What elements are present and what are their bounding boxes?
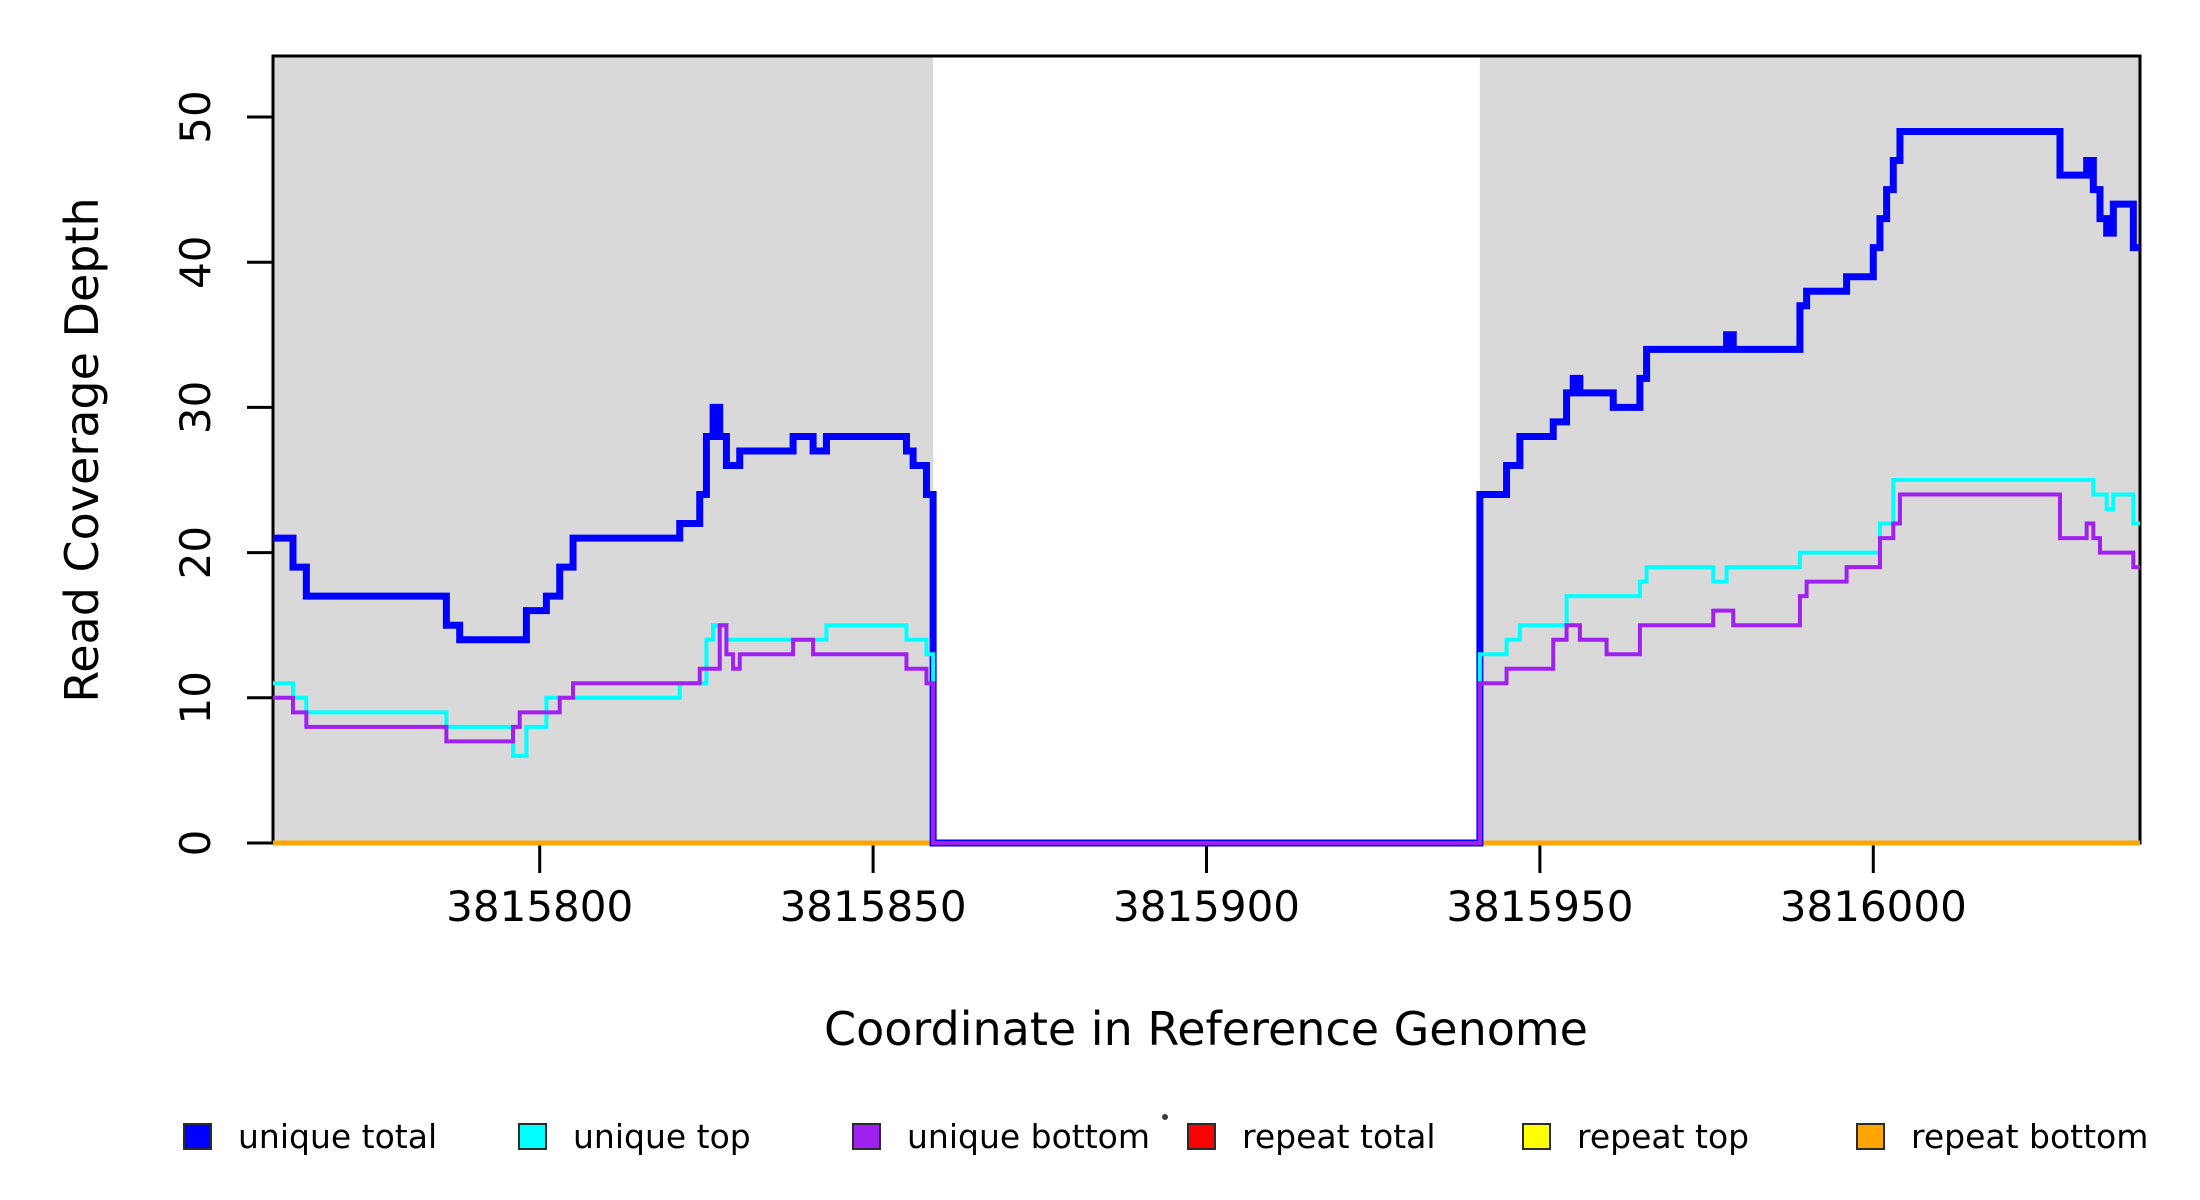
legend-item-unique-total: unique total bbox=[183, 1114, 437, 1158]
x-tick-label: 3815950 bbox=[1446, 882, 1633, 931]
legend-swatch-repeat-bottom bbox=[1856, 1122, 1885, 1150]
series-unique-bottom bbox=[273, 492, 2140, 845]
legend-swatch-unique-total bbox=[183, 1122, 212, 1150]
y-tick-label: 0 bbox=[171, 830, 220, 857]
series-unique-total bbox=[273, 128, 2140, 847]
y-tick-label: 50 bbox=[171, 90, 220, 143]
y-tick-label: 30 bbox=[171, 381, 220, 434]
legend-item-unique-top: unique top bbox=[518, 1114, 751, 1158]
stray-dot-artifact bbox=[1162, 1114, 1168, 1120]
legend-label: repeat top bbox=[1577, 1116, 1750, 1156]
legend-swatch-repeat-total bbox=[1187, 1122, 1216, 1150]
legend-label: repeat bottom bbox=[1911, 1116, 2149, 1156]
legend-swatch-unique-bottom bbox=[852, 1122, 881, 1150]
legend-item-repeat-bottom: repeat bottom bbox=[1856, 1114, 2148, 1158]
x-axis-title: Coordinate in Reference Genome bbox=[824, 1002, 1588, 1056]
y-axis-title: Read Coverage Depth bbox=[55, 197, 109, 703]
legend-item-repeat-total: repeat total bbox=[1187, 1114, 1436, 1158]
shaded-region bbox=[1479, 56, 2140, 843]
legend-item-unique-bottom: unique bottom bbox=[852, 1114, 1150, 1158]
x-tick-label: 3815800 bbox=[446, 882, 633, 931]
legend-swatch-unique-top bbox=[518, 1122, 547, 1150]
legend-item-repeat-top: repeat top bbox=[1522, 1114, 1749, 1158]
legend-label: repeat total bbox=[1242, 1116, 1436, 1156]
legend-label: unique bottom bbox=[907, 1116, 1151, 1156]
x-tick-label: 3815900 bbox=[1113, 882, 1300, 931]
x-tick-label: 3816000 bbox=[1780, 882, 1967, 931]
legend-swatch-repeat-top bbox=[1522, 1122, 1551, 1150]
x-tick-label: 3815850 bbox=[780, 882, 967, 931]
y-tick-label: 10 bbox=[171, 671, 220, 724]
y-tick-label: 20 bbox=[171, 526, 220, 579]
legend-label: unique top bbox=[573, 1116, 751, 1156]
legend-label: unique total bbox=[238, 1116, 438, 1156]
y-tick-label: 40 bbox=[171, 235, 220, 288]
